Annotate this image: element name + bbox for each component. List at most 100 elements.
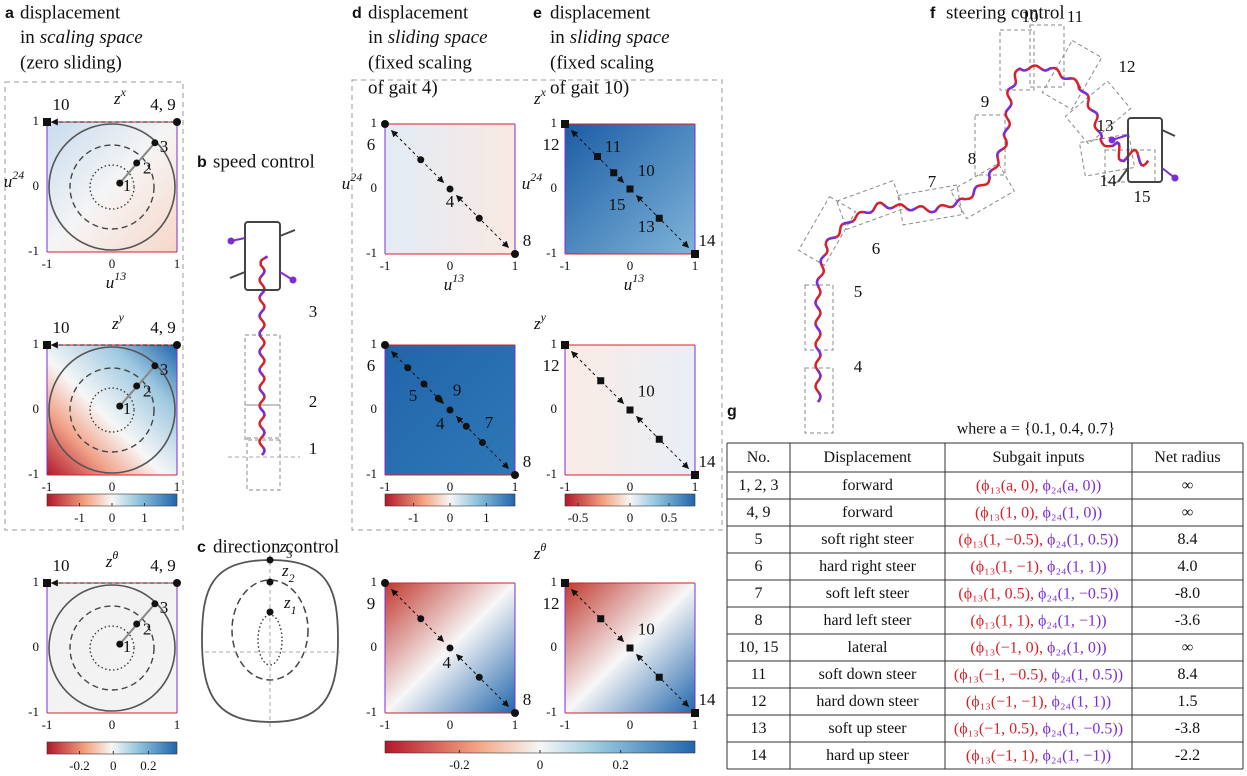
robot-leg — [280, 230, 295, 236]
axis-label-base: u — [444, 275, 453, 294]
panel-letter: b — [197, 154, 207, 171]
heading-part: in — [550, 27, 565, 48]
y-tick-label: 1 — [371, 574, 378, 589]
row-title-sup: x — [120, 85, 127, 99]
colorbar-tick-label: -1 — [408, 510, 419, 525]
marker-square — [597, 615, 604, 622]
marker-square — [656, 436, 663, 443]
point-label: 2 — [143, 619, 152, 638]
axis-label-sup: 13 — [114, 269, 126, 283]
speed-label: 1 — [309, 439, 318, 458]
x-tick-label: -1 — [560, 479, 571, 494]
table-cell: hard right steer — [819, 558, 917, 575]
marker-dot — [417, 156, 424, 163]
marker-dot — [404, 364, 411, 371]
marker-dot — [151, 362, 158, 369]
marker-dot — [511, 471, 519, 479]
marker-square — [627, 407, 634, 414]
table-cell: (ϕ₁₃(−1, 0), ϕ₂₄(1, 0)) — [970, 639, 1106, 656]
marker-square — [561, 120, 569, 128]
marker-square — [627, 645, 634, 652]
x-tick-label: -1 — [42, 717, 53, 732]
subgait-13: (ϕ₁₃(−1, 0), — [970, 639, 1047, 656]
row-title: zθ — [533, 540, 547, 563]
table-cell: -3.8 — [1175, 720, 1200, 737]
row-title: zy — [111, 310, 125, 333]
marker-dot — [381, 120, 389, 128]
colorbar-tick-label: -0.2 — [69, 758, 90, 773]
table-cell: forward — [842, 504, 893, 521]
x-tick-label: 0 — [109, 717, 116, 732]
colorbar-tick-label: 0 — [447, 510, 454, 525]
axis-label-base: u — [522, 174, 531, 193]
table-cell: soft up steer — [828, 720, 907, 737]
marker-square — [656, 215, 663, 222]
heading-line: displacement — [368, 2, 469, 23]
table-cell: 1, 2, 3 — [739, 477, 779, 494]
axis-label: u13 — [624, 271, 644, 294]
table-cell: 7 — [755, 585, 763, 602]
y-tick-label: 0 — [551, 180, 558, 195]
panel-letter: d — [352, 5, 362, 22]
colorbar-tick-label: -0.2 — [449, 757, 470, 772]
z-label: z1 — [283, 593, 297, 617]
y-tick-label: 1 — [371, 336, 378, 351]
subgait-13: (ϕ₁₃(a, 0), — [976, 477, 1043, 494]
heading-line: displacement — [20, 2, 121, 23]
table-cell: soft right steer — [821, 531, 914, 548]
panel-letter: c — [197, 539, 206, 556]
frame-box — [975, 115, 1005, 175]
table-cell: ∞ — [1182, 504, 1193, 521]
x-tick-label: -1 — [380, 717, 391, 732]
axis-label-base: u — [342, 174, 351, 193]
point-label: 13 — [638, 217, 655, 236]
table-cell: forward — [842, 477, 893, 494]
marker-square — [43, 341, 51, 349]
table-header: Net radius — [1154, 449, 1220, 466]
colorbar-tick-label: 0.2 — [140, 758, 156, 773]
point-label: 3 — [160, 360, 169, 379]
steer-label: 12 — [1119, 57, 1136, 76]
robot-foot — [1172, 175, 1179, 182]
axis-label: u13 — [444, 271, 464, 294]
subgait-24: ϕ₂₄(1, 0)) — [1047, 639, 1107, 656]
z-label-sub: 3 — [286, 547, 293, 561]
panel-letter: f — [930, 5, 936, 22]
y-tick-label: 1 — [551, 574, 558, 589]
marker-square — [656, 674, 663, 681]
heading-line: displacement — [550, 2, 651, 23]
corner-label: 14 — [699, 452, 717, 471]
marker-dot — [435, 395, 442, 402]
table-cell: soft down steer — [819, 666, 917, 683]
steer-label: 8 — [968, 149, 977, 168]
row-title: zθ — [105, 548, 119, 571]
axis-label-sup: 24 — [350, 170, 362, 184]
marker-square — [627, 186, 634, 193]
x-tick-label: -1 — [560, 717, 571, 732]
robot-leg — [1162, 130, 1175, 136]
table-header: Displacement — [824, 449, 913, 466]
point-label: 11 — [605, 137, 621, 156]
y-tick-label: 0 — [371, 639, 378, 654]
marker-dot — [381, 579, 389, 587]
corner-label: 12 — [543, 594, 560, 613]
corner-label: 10 — [53, 556, 70, 575]
table-cell: hard left steer — [824, 612, 913, 629]
subgait-13: (ϕ₁₃(−1, −0.5), — [954, 666, 1052, 683]
x-tick-label: 1 — [692, 717, 699, 732]
marker-square — [43, 579, 51, 587]
y-tick-label: 0 — [33, 639, 40, 654]
point-label: 3 — [160, 598, 169, 617]
point-label: 5 — [409, 386, 418, 405]
corner-label: 14 — [699, 690, 717, 709]
table-cell: -2.2 — [1175, 747, 1200, 764]
speed-label: 3 — [309, 302, 318, 321]
point-label: 4 — [446, 192, 455, 211]
steer-label: 6 — [872, 239, 881, 258]
row-title-sup: θ — [540, 540, 546, 554]
subgait-24: ϕ₂₄(1, 0)) — [1043, 504, 1103, 521]
robot-foot — [228, 238, 235, 245]
marker-dot — [421, 381, 428, 388]
point-label: 9 — [453, 381, 462, 400]
marker-dot — [267, 579, 274, 586]
